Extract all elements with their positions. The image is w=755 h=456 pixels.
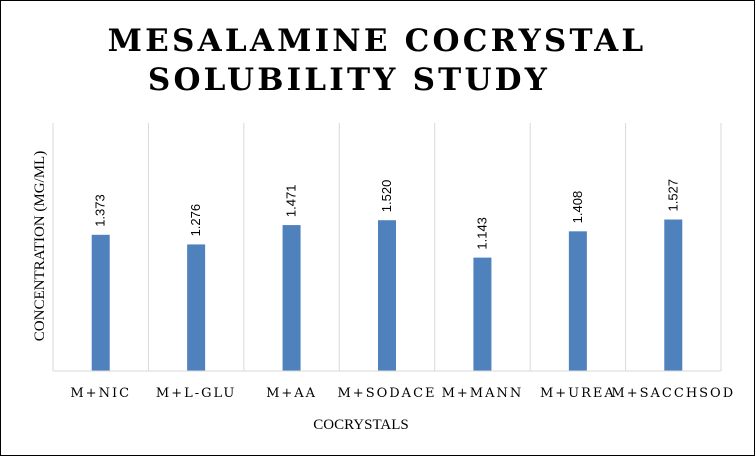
x-tick-label: M+SACCHSOD (611, 386, 735, 401)
x-tick-label: M+NIC (70, 386, 131, 401)
x-tick-label: M+AA (266, 386, 317, 401)
x-axis-title: COCRYSTALS (313, 417, 409, 433)
data-label: 1.276 (188, 204, 203, 237)
bar-m-sodace (378, 220, 396, 371)
data-labels: 1.373 1.276 1.471 1.520 1.143 1.408 1.527 (93, 179, 681, 250)
bars (91, 219, 683, 371)
bar-m-nic (91, 234, 110, 371)
data-label: 1.520 (379, 180, 394, 213)
data-label: 1.471 (284, 185, 299, 218)
x-tick-label: M+L-GLU (156, 386, 237, 401)
x-tick-label: M+SODACE (337, 386, 436, 401)
y-axis-title: CONCENTRATION (MG/ML) (32, 151, 48, 341)
data-label: 1.373 (93, 194, 108, 227)
bar-m-aa (282, 225, 301, 371)
x-tick-labels: M+NIC M+L-GLU M+AA M+SODACE M+MANN M+UREAM+SA… (70, 386, 735, 401)
x-tick-label: M+UREA (540, 386, 616, 401)
gridlines (52, 123, 722, 371)
data-label: 1.408 (570, 191, 585, 224)
data-label: 1.143 (474, 217, 489, 250)
chart-title-line-2: SOLUBILITY STUDY (148, 62, 550, 98)
chart-title-line-1: MESALAMINE COCRYSTAL (108, 23, 647, 59)
bar-m-l-glu (187, 244, 206, 371)
bar-m-mann (473, 257, 492, 371)
bar-m-sacchsod (664, 219, 683, 371)
data-label: 1.527 (665, 179, 680, 212)
bar-m-urea (568, 231, 587, 371)
x-tick-label: M+MANN (442, 386, 524, 401)
